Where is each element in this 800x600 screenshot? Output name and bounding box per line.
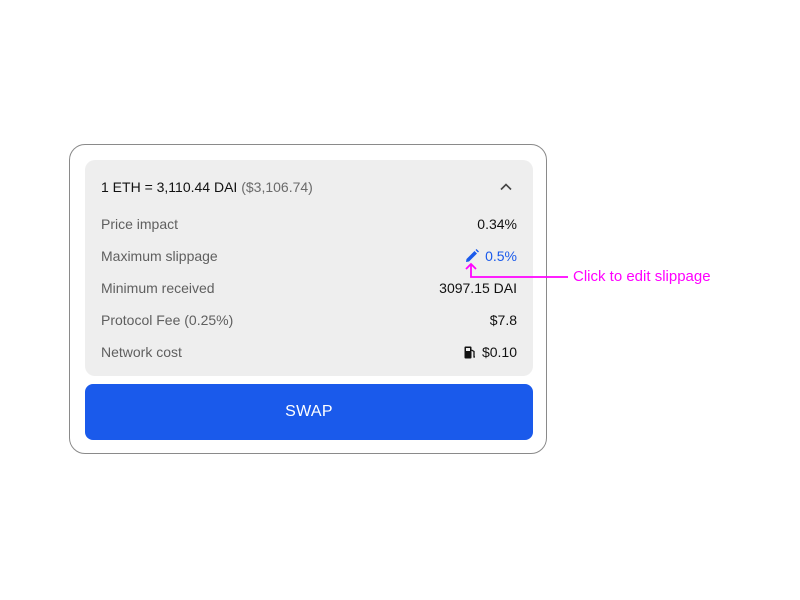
edit-slippage-button[interactable]: 0.5%	[465, 248, 517, 264]
row-min-received: Minimum received 3097.15 DAI	[101, 278, 517, 298]
row-label: Price impact	[101, 216, 179, 232]
slippage-value: 0.5%	[485, 248, 517, 264]
exchange-rate: 1 ETH = 3,110.44 DAI ($3,106.74)	[101, 179, 313, 195]
swap-card: 1 ETH = 3,110.44 DAI ($3,106.74) Price i…	[69, 144, 547, 454]
row-value: $0.10	[481, 344, 517, 360]
row-protocol-fee: Protocol Fee (0.25%) $7.8	[101, 310, 517, 330]
row-max-slippage: Maximum slippage 0.5%	[101, 246, 517, 266]
row-label: Protocol Fee (0.25%)	[101, 312, 234, 328]
row-price-impact: Price impact 0.34%	[101, 214, 517, 234]
row-label: Network cost	[101, 344, 182, 360]
row-value: $7.8	[489, 312, 517, 328]
chevron-up-icon[interactable]	[499, 180, 513, 194]
swap-details-panel: 1 ETH = 3,110.44 DAI ($3,106.74) Price i…	[85, 160, 533, 376]
rate-usd: ($3,106.74)	[241, 179, 313, 195]
row-label: Maximum slippage	[101, 248, 218, 264]
row-label: Minimum received	[101, 280, 215, 296]
row-value: 3097.15 DAI	[439, 280, 517, 296]
annotation-label: Click to edit slippage	[573, 268, 711, 285]
swap-button[interactable]: SWAP	[85, 384, 533, 440]
pencil-icon	[466, 249, 480, 262]
row-value: 0.34%	[477, 216, 517, 232]
rate-text: 1 ETH = 3,110.44 DAI	[101, 179, 238, 195]
row-network-cost: Network cost $0.10	[101, 342, 517, 362]
gas-pump-icon	[464, 346, 475, 358]
